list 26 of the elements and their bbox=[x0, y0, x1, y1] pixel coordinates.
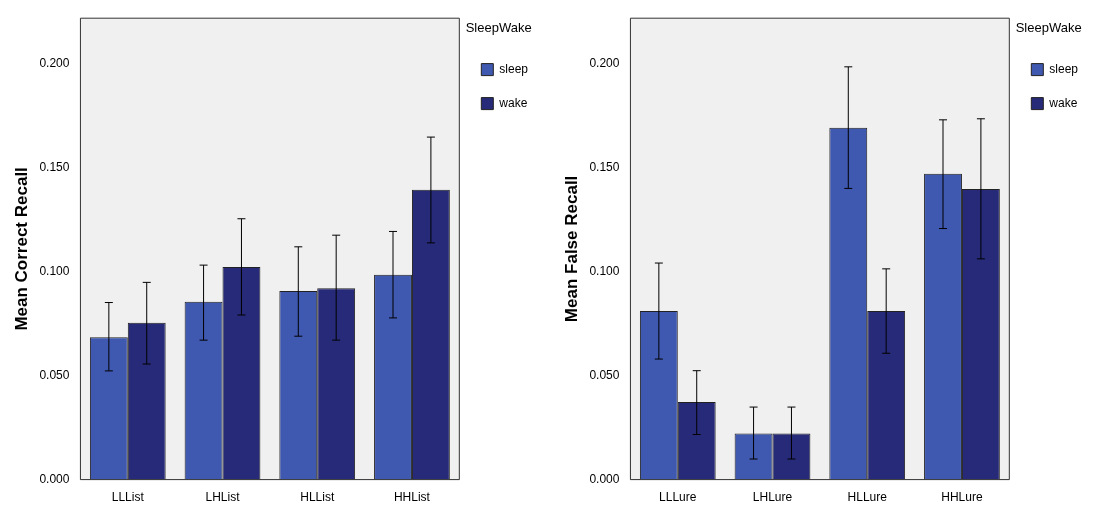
legend-label: sleep bbox=[1049, 61, 1079, 76]
y-tick-label: 0.000 bbox=[39, 471, 70, 486]
y-tick-label: 0.200 bbox=[589, 56, 620, 71]
x-tick-label: LLLure bbox=[659, 490, 697, 505]
x-tick-label: LHList bbox=[205, 490, 241, 505]
legend-title: SleepWake bbox=[465, 20, 532, 36]
y-tick-label: 0.000 bbox=[589, 471, 620, 486]
x-tick-label: HHLure bbox=[941, 490, 983, 505]
y-tick-label: 0.050 bbox=[39, 367, 70, 382]
y-axis-title: Mean False Recall bbox=[561, 175, 581, 323]
y-tick-label: 0.050 bbox=[589, 367, 620, 382]
legend-label: sleep bbox=[499, 61, 529, 76]
legend-label: wake bbox=[498, 95, 528, 110]
x-tick-label: HHList bbox=[393, 490, 431, 505]
x-tick-label: LHLure bbox=[752, 490, 793, 505]
y-tick-label: 0.100 bbox=[589, 264, 620, 279]
legend-label: wake bbox=[1048, 95, 1078, 110]
y-tick-label: 0.100 bbox=[39, 264, 70, 279]
x-tick-label: HLList bbox=[300, 490, 335, 505]
x-tick-label: LLList bbox=[111, 490, 145, 505]
legend-title: SleepWake bbox=[1015, 20, 1082, 36]
y-tick-label: 0.150 bbox=[39, 160, 70, 175]
y-axis-title: Mean Correct Recall bbox=[11, 167, 31, 331]
y-tick-label: 0.200 bbox=[39, 56, 70, 71]
y-tick-label: 0.150 bbox=[589, 160, 620, 175]
x-tick-label: HLLure bbox=[847, 490, 888, 505]
